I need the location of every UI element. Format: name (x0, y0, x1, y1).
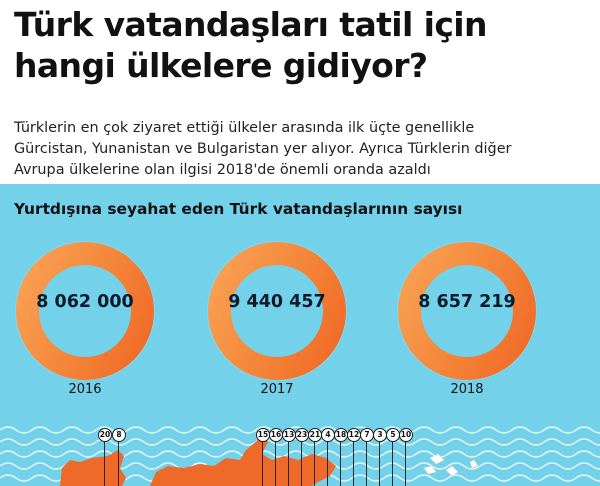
subtitle-line-1: Türklerin en çok ziyaret ettiği ülkeler … (14, 120, 475, 136)
donut-2017 (208, 242, 346, 380)
donut-hole (421, 265, 513, 357)
landmass-balkans (150, 434, 336, 486)
subtitle-line-2: Gürcistan, Yunanistan ve Bulgaristan yer… (14, 141, 512, 157)
pin-line (405, 441, 406, 486)
pin-line (288, 441, 289, 486)
island-1 (429, 453, 445, 465)
map-pin: 20 (98, 428, 112, 442)
title-line-2: hangi ülkelere gidiyor? (14, 46, 428, 85)
landmass-greece (232, 472, 250, 486)
donut-year-2018: 2018 (450, 382, 484, 397)
title-line-1: Türk vatandaşları tatil için (14, 5, 487, 44)
map-landmass (60, 434, 479, 486)
donut-year-2017: 2017 (260, 382, 294, 397)
pin-line (118, 441, 119, 486)
map-pin: 8 (112, 428, 126, 442)
map-pin: 21 (308, 428, 322, 442)
pin-line (379, 441, 380, 486)
donut-value-2018: 8 657 219 (418, 292, 516, 312)
subtitle-line-3: Avrupa ülkelerine olan ilgisi 2018'de ön… (14, 162, 431, 178)
landmass-west (60, 450, 126, 486)
island-4 (469, 459, 479, 469)
map-pin: 15 (256, 428, 270, 442)
donut-hole (231, 265, 323, 357)
page-title: Türk vatandaşları tatil için hangi ülkel… (14, 4, 594, 86)
map-pin: 16 (269, 428, 283, 442)
island-2 (423, 465, 437, 475)
donut-2018 (398, 242, 536, 380)
island-3 (445, 465, 459, 477)
map-pin: 10 (399, 428, 413, 442)
map-pin: 7 (360, 428, 374, 442)
pin-line (104, 441, 105, 486)
map-pin: 13 (282, 428, 296, 442)
map-pin: 5 (386, 428, 400, 442)
pin-line (327, 441, 328, 486)
pin-line (392, 441, 393, 486)
pin-line (314, 441, 315, 486)
map-pin: 23 (295, 428, 309, 442)
pin-line (275, 441, 276, 486)
donut-value-2016: 8 062 000 (36, 292, 134, 312)
panel-heading: Yurtdışına seyahat eden Türk vatandaşlar… (14, 200, 463, 218)
donut-hole (39, 265, 131, 357)
travelers-panel: Yurtdışına seyahat eden Türk vatandaşlar… (0, 184, 600, 486)
page-subtitle: Türklerin en çok ziyaret ettiği ülkeler … (14, 118, 594, 181)
pin-line (340, 441, 341, 486)
donut-year-2016: 2016 (68, 382, 102, 397)
map-pin: 4 (321, 428, 335, 442)
map-pin: 18 (334, 428, 348, 442)
map-pin: 3 (373, 428, 387, 442)
pin-line (366, 441, 367, 486)
pin-line (301, 441, 302, 486)
donut-2016 (16, 242, 154, 380)
pin-line (262, 441, 263, 486)
map-pin: 12 (347, 428, 361, 442)
pin-line (353, 441, 354, 486)
donut-value-2017: 9 440 457 (228, 292, 326, 312)
